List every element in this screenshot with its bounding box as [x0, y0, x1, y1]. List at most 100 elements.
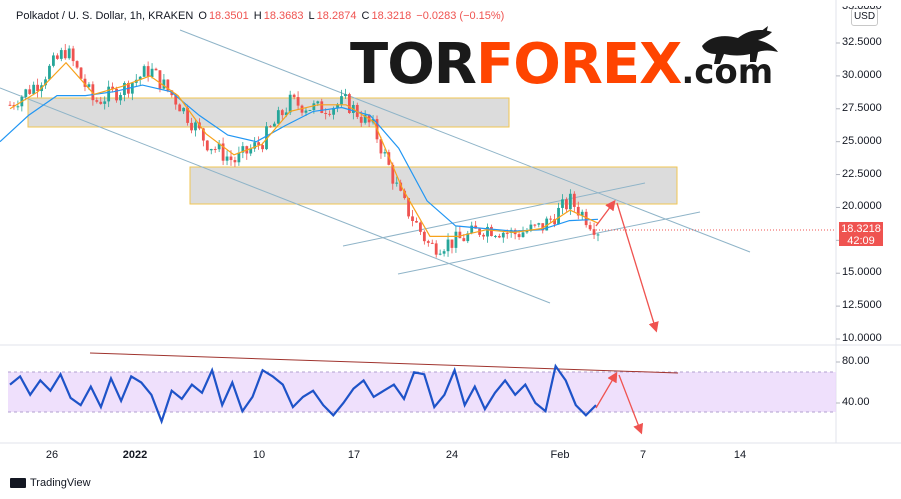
candle-body: [572, 193, 576, 207]
candle-body: [75, 61, 79, 68]
candle-body: [399, 182, 403, 191]
time-tick-label: 26: [45, 449, 59, 461]
candle-body: [521, 232, 525, 238]
candle-body: [486, 226, 489, 237]
wedge-lower-line: [397, 211, 701, 275]
candle-body: [95, 100, 99, 102]
candle-body: [52, 55, 55, 66]
price-tick-label: 22.5000: [842, 167, 882, 180]
candle-body: [67, 48, 71, 59]
wedge-upper-line: [342, 182, 646, 247]
candle-body: [395, 182, 399, 184]
candle-body: [280, 110, 284, 116]
projection-down-arrow: [616, 202, 659, 333]
close-value: 18.3218: [371, 10, 412, 22]
rsi-band: [8, 372, 836, 412]
open-label: O: [198, 10, 207, 22]
price-tick-label: 32.5000: [842, 36, 882, 48]
price-tick-label: 27.5000: [842, 101, 882, 114]
candle-body: [24, 89, 28, 98]
candle-body: [462, 238, 466, 242]
candle-body: [55, 55, 59, 59]
candle-body: [119, 94, 122, 101]
candle-body: [99, 101, 103, 104]
resistance-zone-lower: [189, 166, 678, 205]
candle-body: [142, 66, 146, 77]
time-tick-label: 10: [252, 449, 266, 461]
rsi-divergence-line: [89, 352, 679, 374]
candle-body: [466, 233, 470, 242]
candle-body: [229, 156, 233, 161]
candle-body: [209, 148, 213, 151]
trend-lines: [0, 29, 751, 374]
candle-body: [154, 68, 158, 71]
price-tick-label: 25.0000: [842, 134, 882, 147]
open-value: 18.3501: [208, 10, 249, 22]
candle-body: [213, 148, 217, 150]
candle-body: [63, 50, 67, 59]
tradingview-brand[interactable]: TradingView: [10, 477, 91, 489]
candle-body: [308, 109, 312, 111]
candle-body: [130, 82, 134, 94]
candle-body: [363, 114, 367, 123]
candle-body: [344, 94, 347, 97]
current-price-badge: 18.3218 42:09: [839, 222, 883, 247]
candle-body: [379, 139, 383, 154]
candle-body: [257, 142, 261, 146]
candle-body: [190, 122, 193, 131]
candle-body: [16, 106, 20, 108]
time-tick-label: 14: [733, 449, 747, 461]
candle-body: [276, 110, 280, 124]
candle-body: [304, 110, 308, 113]
time-tick-label: 2022: [122, 449, 148, 461]
close-label: C: [361, 10, 370, 22]
logo-text-com: .com: [681, 52, 774, 92]
candle-body: [446, 239, 450, 252]
ma-fast-line: [9, 61, 599, 237]
candle-body: [541, 223, 545, 231]
candle-body: [221, 143, 225, 161]
candle-body: [470, 225, 474, 234]
ma-slow-line: [0, 84, 599, 232]
high-value: 18.3683: [263, 10, 304, 22]
candle-body: [261, 145, 264, 150]
candle-body: [588, 225, 592, 230]
candle-body: [434, 243, 438, 255]
time-tick-label: 7: [639, 449, 647, 461]
candle-body: [336, 104, 339, 108]
current-price-countdown: 42:09: [847, 235, 875, 247]
candle-body: [438, 253, 442, 255]
candle-body: [565, 199, 568, 210]
symbol-label[interactable]: Polkadot / U. S. Dollar, 1h, KRAKEN: [16, 10, 194, 22]
candle-body: [442, 251, 446, 254]
logo-text-forex: FOREX: [475, 32, 682, 97]
candle-body: [533, 224, 537, 226]
candle-body: [568, 193, 572, 210]
candle-body: [162, 79, 166, 89]
candle-body: [493, 235, 497, 237]
candle-body: [529, 224, 533, 231]
candle-body: [249, 148, 253, 154]
candle-body: [217, 143, 221, 150]
candle-body: [340, 96, 343, 105]
candle-body: [383, 152, 387, 154]
channel-lower-line: [0, 87, 551, 304]
price-tick-label: 15.0000: [842, 266, 882, 279]
candle-body: [59, 50, 63, 59]
candle-body: [312, 103, 316, 110]
candle-body: [273, 123, 276, 127]
candle-body: [490, 226, 493, 237]
candle-body: [316, 101, 320, 104]
candle-body: [225, 156, 229, 161]
candle-body: [482, 234, 485, 237]
candle-body: [411, 216, 414, 221]
candle-body: [107, 86, 111, 102]
candle-body: [403, 190, 407, 199]
candle-body: [201, 128, 205, 141]
currency-button[interactable]: USD: [851, 8, 878, 26]
candle-body: [111, 86, 115, 89]
candle-body: [32, 84, 36, 94]
low-label: L: [308, 10, 315, 22]
candle-body: [525, 230, 529, 233]
candle-body: [419, 222, 422, 232]
